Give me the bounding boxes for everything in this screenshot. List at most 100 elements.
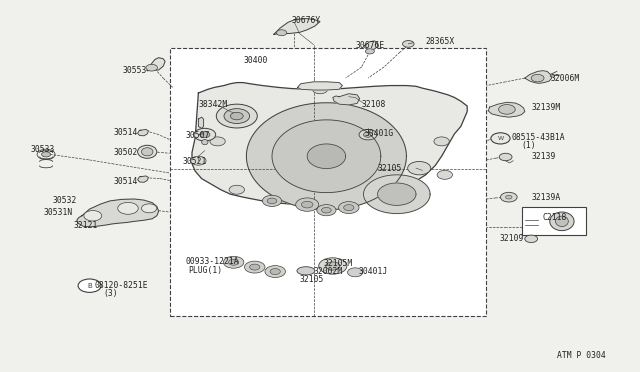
Text: (1): (1)	[522, 141, 536, 150]
Text: 32139M: 32139M	[531, 103, 561, 112]
Bar	[170, 48, 486, 316]
Text: 32109: 32109	[499, 234, 524, 243]
Polygon shape	[488, 102, 525, 117]
Text: 30676E: 30676E	[355, 41, 385, 50]
Ellipse shape	[141, 148, 153, 156]
Text: 32139: 32139	[531, 153, 556, 161]
Circle shape	[408, 161, 431, 175]
Polygon shape	[298, 82, 342, 90]
Text: B: B	[87, 283, 92, 289]
Circle shape	[434, 137, 449, 146]
Circle shape	[200, 132, 210, 138]
Circle shape	[146, 64, 157, 71]
Polygon shape	[138, 176, 148, 182]
Circle shape	[270, 269, 280, 275]
Circle shape	[348, 268, 363, 277]
Circle shape	[301, 201, 313, 208]
Ellipse shape	[297, 267, 315, 275]
Circle shape	[531, 74, 544, 82]
Polygon shape	[138, 129, 148, 136]
Polygon shape	[525, 71, 552, 83]
Circle shape	[296, 198, 319, 211]
Ellipse shape	[550, 212, 574, 231]
Circle shape	[262, 195, 282, 206]
Circle shape	[224, 109, 250, 124]
Text: 28365X: 28365X	[426, 37, 455, 46]
Text: 30532: 30532	[52, 196, 77, 205]
Bar	[522, 207, 586, 235]
Circle shape	[321, 208, 332, 213]
Text: 30521: 30521	[182, 157, 207, 166]
Text: 30676Y: 30676Y	[291, 16, 321, 25]
Text: 30533: 30533	[31, 145, 55, 154]
Circle shape	[491, 133, 510, 144]
Circle shape	[403, 41, 414, 47]
Polygon shape	[274, 19, 320, 34]
Text: 32139A: 32139A	[531, 193, 561, 202]
Circle shape	[437, 170, 452, 179]
Text: PLUG(1): PLUG(1)	[188, 266, 222, 275]
Ellipse shape	[556, 216, 568, 227]
Text: 32105: 32105	[378, 164, 402, 173]
Circle shape	[210, 137, 225, 146]
Circle shape	[230, 112, 243, 120]
Polygon shape	[378, 183, 416, 205]
Circle shape	[223, 256, 244, 268]
Circle shape	[500, 192, 517, 202]
Text: 32108: 32108	[362, 100, 386, 109]
Circle shape	[319, 258, 347, 274]
Text: (3): (3)	[104, 289, 118, 298]
Circle shape	[42, 152, 51, 157]
Text: 30400: 30400	[243, 56, 268, 65]
Text: 30401J: 30401J	[358, 267, 388, 276]
Circle shape	[78, 279, 101, 292]
Circle shape	[191, 156, 206, 165]
Circle shape	[265, 266, 285, 278]
Circle shape	[344, 205, 354, 211]
Circle shape	[326, 262, 340, 270]
Ellipse shape	[202, 140, 208, 145]
Circle shape	[339, 202, 359, 214]
Polygon shape	[147, 58, 165, 71]
Text: 32006M: 32006M	[550, 74, 580, 83]
Text: 08515-43B1A: 08515-43B1A	[512, 133, 566, 142]
Polygon shape	[192, 83, 467, 205]
Text: 30531N: 30531N	[44, 208, 73, 217]
Circle shape	[364, 132, 372, 137]
Circle shape	[499, 153, 512, 161]
Text: 30502: 30502	[114, 148, 138, 157]
Circle shape	[250, 264, 260, 270]
Circle shape	[359, 129, 377, 140]
Text: ATM P 0304: ATM P 0304	[557, 351, 605, 360]
Text: 38342M: 38342M	[198, 100, 228, 109]
Polygon shape	[246, 103, 406, 210]
Circle shape	[229, 185, 244, 194]
Polygon shape	[272, 120, 381, 193]
Circle shape	[317, 205, 336, 216]
Polygon shape	[77, 199, 159, 227]
Ellipse shape	[138, 145, 157, 158]
Text: 08120-8251E: 08120-8251E	[95, 281, 148, 290]
Text: 30514: 30514	[114, 128, 138, 137]
Text: 30553: 30553	[123, 66, 147, 75]
Circle shape	[499, 105, 515, 114]
Polygon shape	[365, 41, 378, 50]
Circle shape	[312, 85, 328, 94]
Polygon shape	[364, 175, 430, 214]
Polygon shape	[307, 144, 346, 169]
Circle shape	[194, 128, 216, 141]
Text: C2118: C2118	[543, 213, 567, 222]
Text: 32121: 32121	[74, 221, 98, 230]
Text: 30507: 30507	[186, 131, 210, 140]
Circle shape	[244, 261, 265, 273]
Text: 30514: 30514	[114, 177, 138, 186]
Text: 32105: 32105	[300, 275, 324, 284]
Text: 00933-1221A: 00933-1221A	[186, 257, 239, 266]
Polygon shape	[198, 117, 204, 128]
Circle shape	[216, 104, 257, 128]
Text: 32002M: 32002M	[314, 267, 343, 276]
Circle shape	[228, 259, 239, 265]
Circle shape	[84, 211, 102, 221]
Circle shape	[268, 198, 277, 203]
Circle shape	[525, 235, 538, 243]
